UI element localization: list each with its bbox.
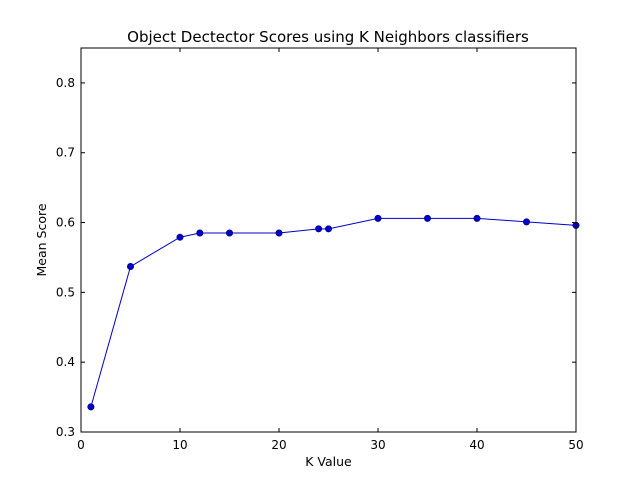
y-tick-label: 0.4	[56, 355, 75, 369]
data-point	[522, 218, 530, 226]
plot-frame	[80, 47, 577, 433]
data-point	[324, 225, 332, 233]
x-tick-label: 0	[77, 438, 85, 452]
y-tick-label: 0.5	[56, 285, 75, 299]
data-point	[423, 214, 431, 222]
data-point	[196, 229, 204, 237]
data-point	[473, 214, 481, 222]
y-tick-label: 0.8	[56, 76, 75, 90]
x-axis-label: K Value	[305, 454, 352, 469]
data-point	[275, 229, 283, 237]
data-point	[226, 229, 234, 237]
data-point	[315, 225, 323, 233]
y-tick-label: 0.7	[56, 146, 75, 160]
y-axis-label: Mean Score	[34, 203, 49, 276]
data-point	[374, 214, 382, 222]
chart-title: Object Dectector Scores using K Neighbor…	[127, 28, 529, 46]
data-point	[176, 233, 184, 241]
x-tick-label: 50	[568, 438, 583, 452]
data-point	[127, 263, 135, 271]
x-tick-label: 10	[172, 438, 187, 452]
y-tick-label: 0.6	[56, 216, 75, 230]
x-tick-label: 20	[271, 438, 286, 452]
x-tick-label: 40	[469, 438, 484, 452]
x-tick-label: 30	[370, 438, 385, 452]
data-point	[87, 403, 95, 411]
y-tick-label: 0.3	[56, 425, 75, 439]
